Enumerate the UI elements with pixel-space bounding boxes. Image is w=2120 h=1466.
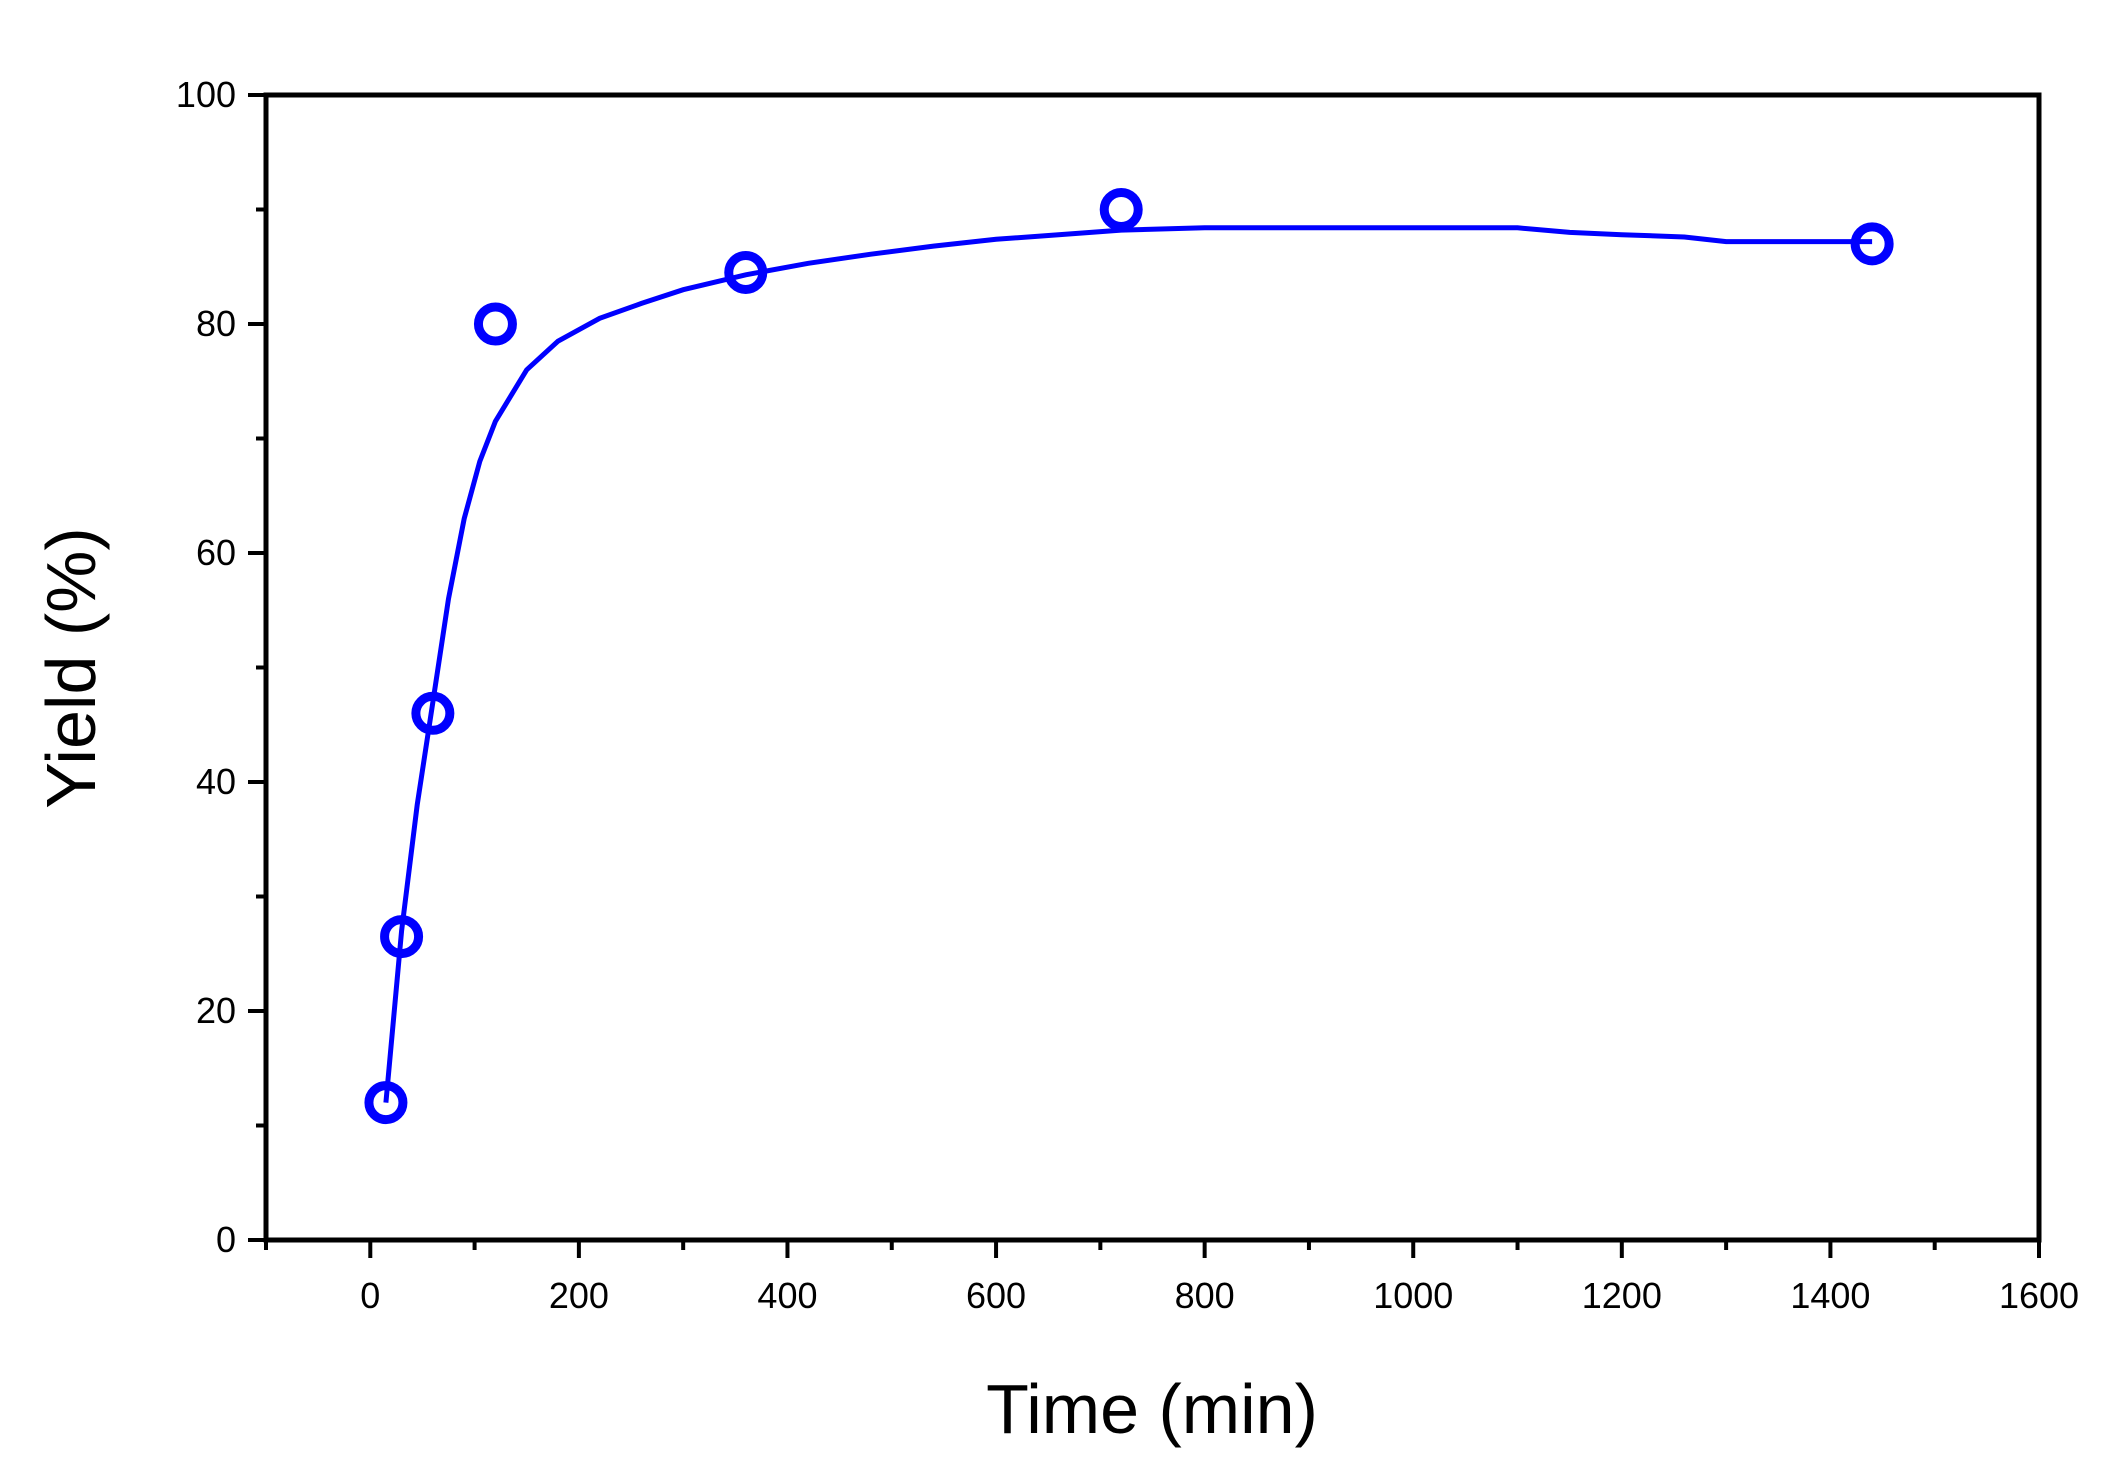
y-tick-label: 100 <box>176 74 236 115</box>
data-point <box>1850 222 1894 266</box>
y-tick-label: 20 <box>196 990 236 1031</box>
y-tick-label: 0 <box>216 1219 236 1260</box>
x-tick-label: 200 <box>549 1275 609 1316</box>
axis-tick-labels: 0 200 400 600 800 1000 1200 1400 1600 0 20 40 60 80 10… <box>176 74 2079 1316</box>
y-tick-label: 80 <box>196 303 236 344</box>
y-axis-title: Yield (%) <box>32 527 110 808</box>
data-points <box>364 188 1894 1125</box>
data-point <box>473 302 517 346</box>
x-axis-title: Time (min) <box>986 1370 1318 1448</box>
x-tick-label: 1600 <box>1999 1275 2079 1316</box>
x-tick-label: 600 <box>966 1275 1026 1316</box>
x-tick-label: 0 <box>360 1275 380 1316</box>
x-tick-label: 1000 <box>1373 1275 1453 1316</box>
data-point <box>411 691 455 735</box>
x-tick-label: 400 <box>757 1275 817 1316</box>
plot-frame <box>263 92 2042 1243</box>
fit-curve <box>383 225 1873 1103</box>
y-tick-label: 60 <box>196 532 236 573</box>
x-tick-label: 800 <box>1175 1275 1235 1316</box>
data-point <box>364 1081 408 1125</box>
data-point <box>380 915 424 959</box>
x-tick-label: 1400 <box>1790 1275 1870 1316</box>
data-point <box>1099 188 1143 231</box>
data-point <box>724 250 768 294</box>
x-tick-label: 1200 <box>1582 1275 1662 1316</box>
y-tick-label: 40 <box>196 761 236 802</box>
axis-ticks <box>248 93 2041 1258</box>
